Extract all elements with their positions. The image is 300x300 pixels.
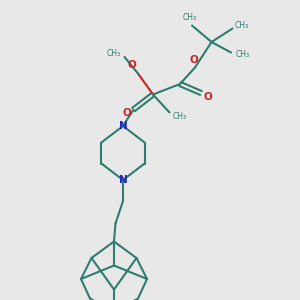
Text: CH₃: CH₃ [234, 21, 249, 30]
Text: O: O [127, 60, 136, 70]
Text: CH₃: CH₃ [236, 50, 250, 59]
Text: CH₃: CH₃ [107, 49, 121, 58]
Text: O: O [203, 92, 212, 102]
Text: N: N [118, 121, 127, 131]
Text: O: O [122, 107, 131, 118]
Text: O: O [189, 55, 198, 65]
Text: N: N [118, 175, 127, 185]
Text: CH₃: CH₃ [173, 112, 187, 121]
Text: CH₃: CH₃ [183, 14, 197, 22]
